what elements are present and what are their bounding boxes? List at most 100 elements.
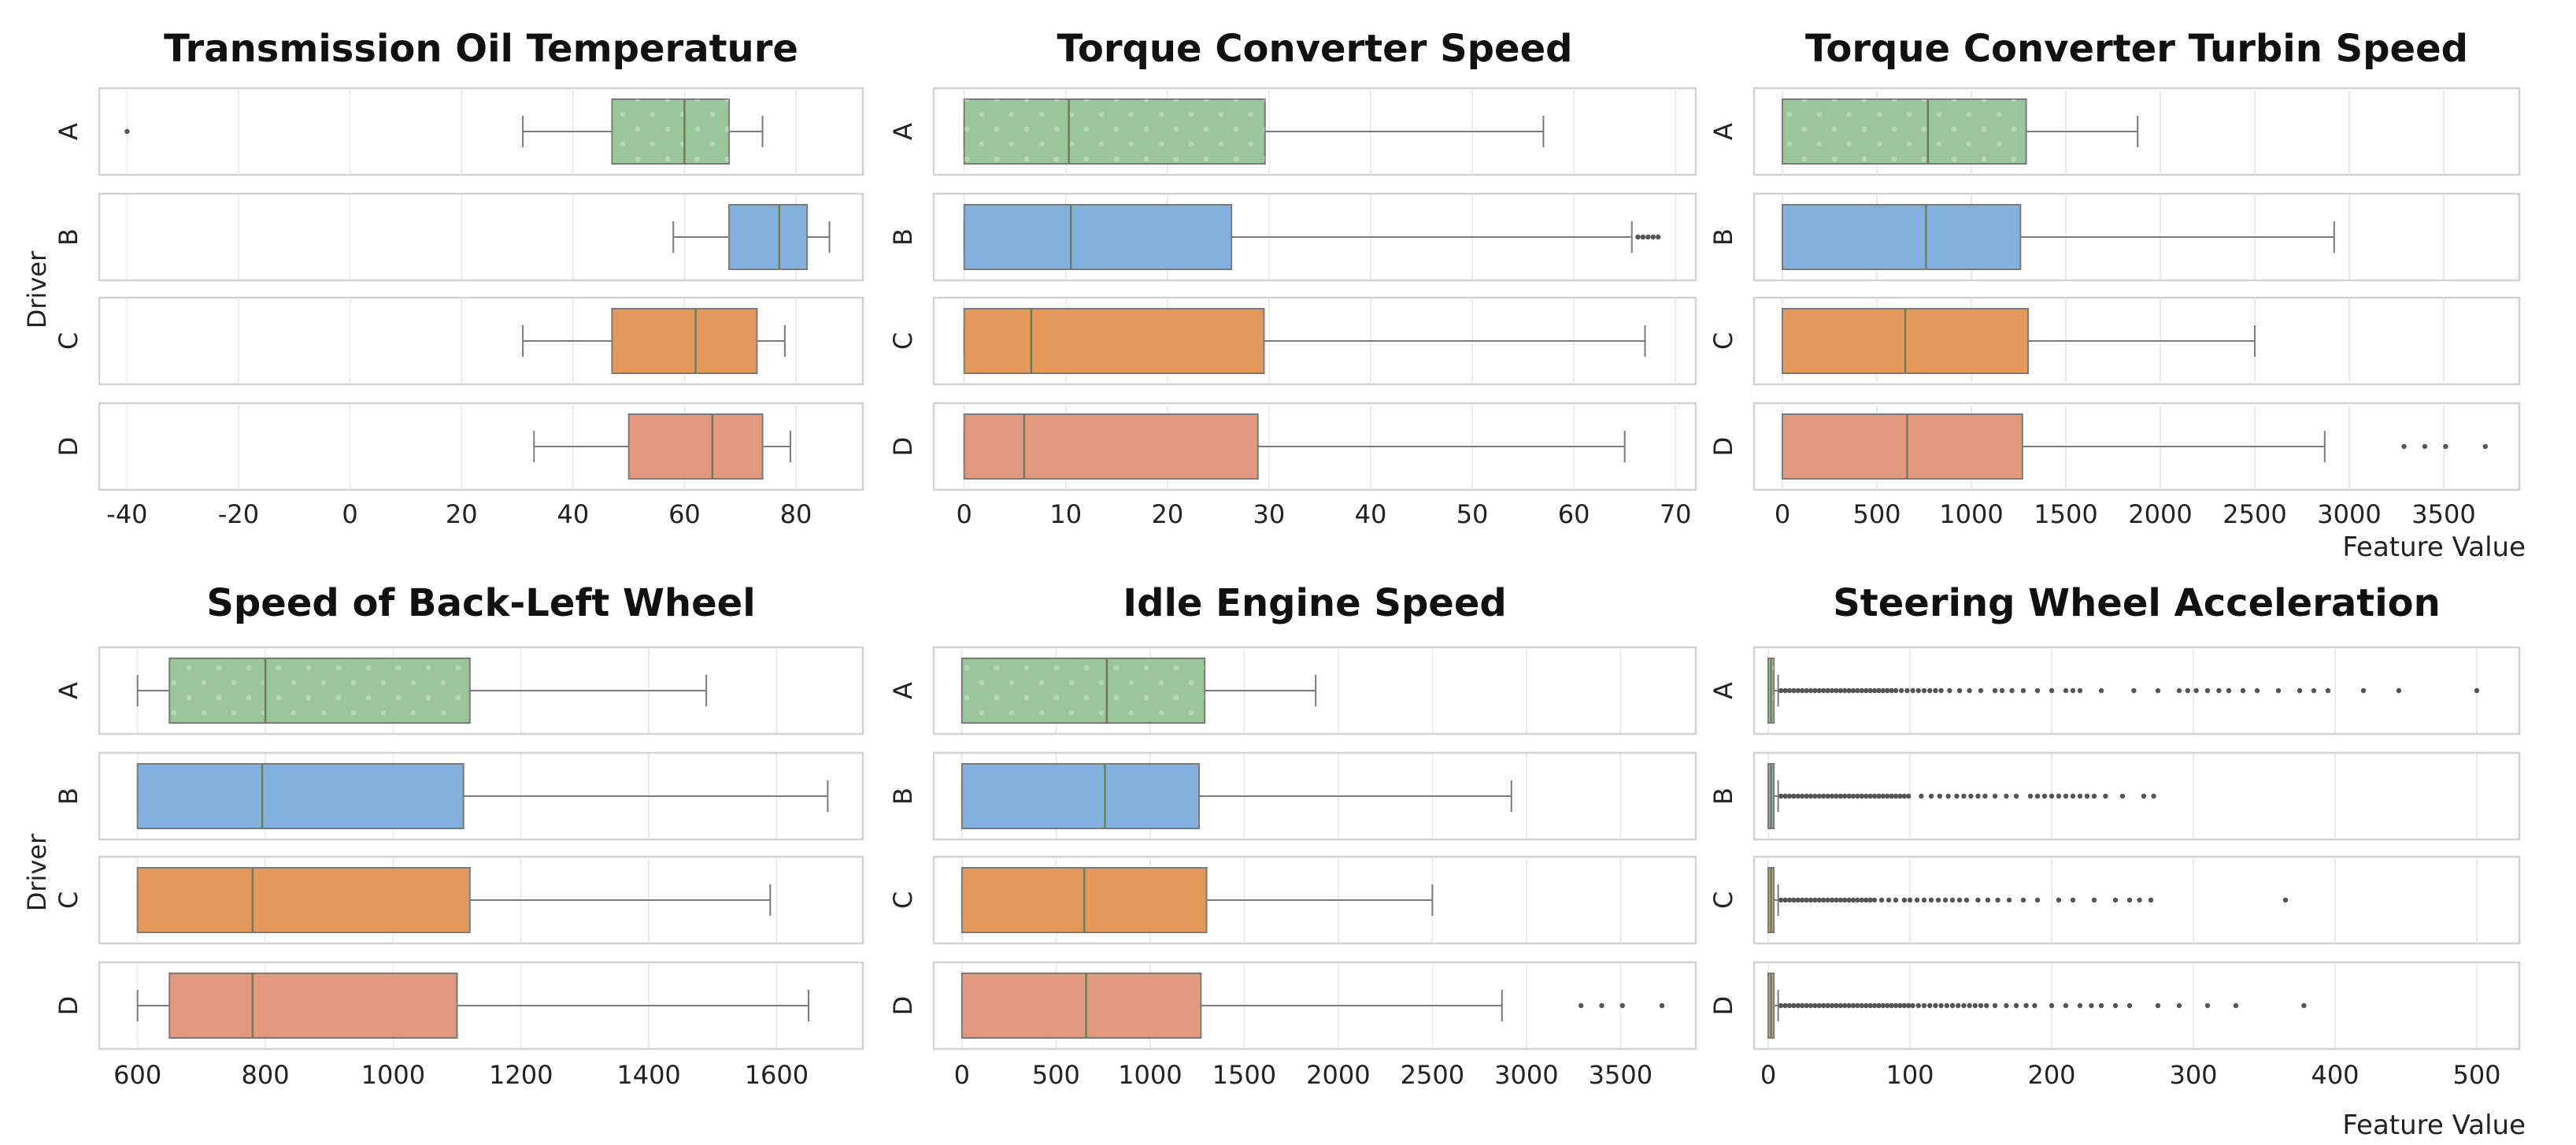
category-label: B (54, 228, 83, 246)
outlier-point (2034, 687, 2041, 694)
outlier-point (2474, 687, 2480, 694)
x-tick-label: 3500 (1589, 1060, 1653, 1090)
panel-C: C (54, 296, 864, 386)
outlier-point (1956, 1002, 1961, 1009)
outlier-point (1812, 897, 1818, 903)
outlier-point (1864, 687, 1869, 694)
outlier-point (2063, 793, 2069, 799)
category-label: A (54, 682, 83, 699)
outlier-point (1867, 793, 1873, 799)
x-tick-label: 2500 (1401, 1060, 1464, 1090)
x-tick-label: 200 (2027, 1060, 2075, 1090)
outlier-point (1778, 793, 1784, 799)
outlier-point (1825, 1002, 1830, 1009)
chart-4: Speed of Back-Left Wheel A B C D 600 800 1000 12… (54, 581, 864, 1090)
x-tick-label: 400 (2311, 1060, 2359, 1090)
outlier-point (1928, 793, 1934, 799)
outlier-point (2077, 687, 2083, 694)
panel-D: D (54, 961, 864, 1051)
outlier-point (2119, 793, 2126, 799)
outlier-point (2091, 793, 2097, 799)
outlier-point (1915, 1002, 1921, 1009)
outlier-point (1842, 687, 1848, 694)
outlier-point (1786, 687, 1793, 694)
outlier-point (1864, 793, 1869, 799)
x-tick-label: 60 (1558, 499, 1590, 529)
x-tick-label: 1000 (1118, 1060, 1182, 1090)
outlier-point (1778, 687, 1784, 694)
outlier-point (1645, 234, 1651, 240)
box (136, 763, 464, 829)
outlier-point (1972, 1002, 1978, 1009)
outlier-point (1938, 1002, 1944, 1009)
outlier-point (2004, 793, 2009, 799)
outlier-point (1933, 1002, 1938, 1009)
x-tick-label: 60 (668, 499, 701, 529)
x-tick-label: 3500 (2411, 499, 2475, 529)
outlier-point (2084, 793, 2090, 799)
outlier-point (1968, 793, 1974, 799)
box (1782, 204, 2022, 270)
box (960, 973, 1202, 1039)
outlier-point (1945, 793, 1951, 799)
outlier-point (1975, 793, 1981, 799)
outlier-point (1985, 897, 1991, 903)
outlier-point (1786, 1002, 1793, 1009)
outlier-point (1893, 687, 1899, 694)
outlier-point (1901, 793, 1907, 799)
outlier-point (1889, 793, 1894, 799)
panel-C: C (888, 296, 1697, 386)
outlier-point (2023, 1002, 2029, 1009)
category-label: D (1708, 996, 1738, 1016)
x-tick-label: 3000 (2317, 499, 2381, 529)
outlier-point (2049, 687, 2055, 694)
panel-D: D (1708, 961, 2521, 1051)
category-label: D (888, 996, 918, 1016)
chart-title: Idle Engine Speed (1123, 581, 1507, 625)
outlier-point (1855, 793, 1860, 799)
x-tick-label: 100 (1886, 1060, 1934, 1090)
outlier-point (1889, 1002, 1894, 1009)
category-label: A (54, 123, 83, 140)
outlier-point (2013, 1002, 2019, 1009)
outlier-point (1791, 897, 1797, 903)
outlier-point (2077, 1002, 2083, 1009)
outlier-point (1880, 1002, 1886, 1009)
outlier-point (1921, 897, 1927, 903)
outlier-point (2282, 897, 2289, 903)
outlier-point (1975, 897, 1981, 903)
outlier-point (2226, 687, 2232, 694)
box (728, 204, 809, 270)
outlier-point (2185, 687, 2190, 694)
box-pattern (169, 658, 470, 723)
outlier-point (1992, 1002, 1998, 1009)
chart-3: Torque Converter Turbin Speed A B C D 0 500 100… (1708, 27, 2521, 529)
outlier-point (1871, 897, 1878, 903)
outlier-point (1791, 793, 1797, 799)
box (611, 308, 758, 374)
outlier-point (2401, 443, 2407, 450)
outlier-point (1855, 687, 1860, 694)
outlier-point (1921, 687, 1927, 694)
outlier-point (1659, 1002, 1665, 1009)
outlier-point (1859, 1002, 1864, 1009)
x-tick-label: 40 (557, 499, 589, 529)
outlier-point (1599, 1002, 1604, 1009)
chart-title: Steering Wheel Acceleration (1833, 581, 2441, 625)
panel-B: B (1708, 751, 2521, 841)
outlier-point (1829, 687, 1835, 694)
panel-D: D (1708, 402, 2521, 491)
outlier-point (2006, 897, 2012, 903)
outlier-point (1829, 1002, 1835, 1009)
chart-title: Torque Converter Turbin Speed (1805, 27, 2468, 71)
outlier-point (1992, 687, 1998, 694)
outlier-point (1816, 687, 1822, 694)
x-tick-label: 20 (446, 499, 478, 529)
outlier-point (2216, 687, 2222, 694)
x-tick-label: 1000 (1939, 499, 2003, 529)
x-tick-label: 1200 (489, 1060, 553, 1090)
outlier-point (1992, 793, 1998, 799)
outlier-point (1804, 1002, 1809, 1009)
box-pattern (964, 99, 1265, 164)
panel-D: D (54, 402, 864, 491)
